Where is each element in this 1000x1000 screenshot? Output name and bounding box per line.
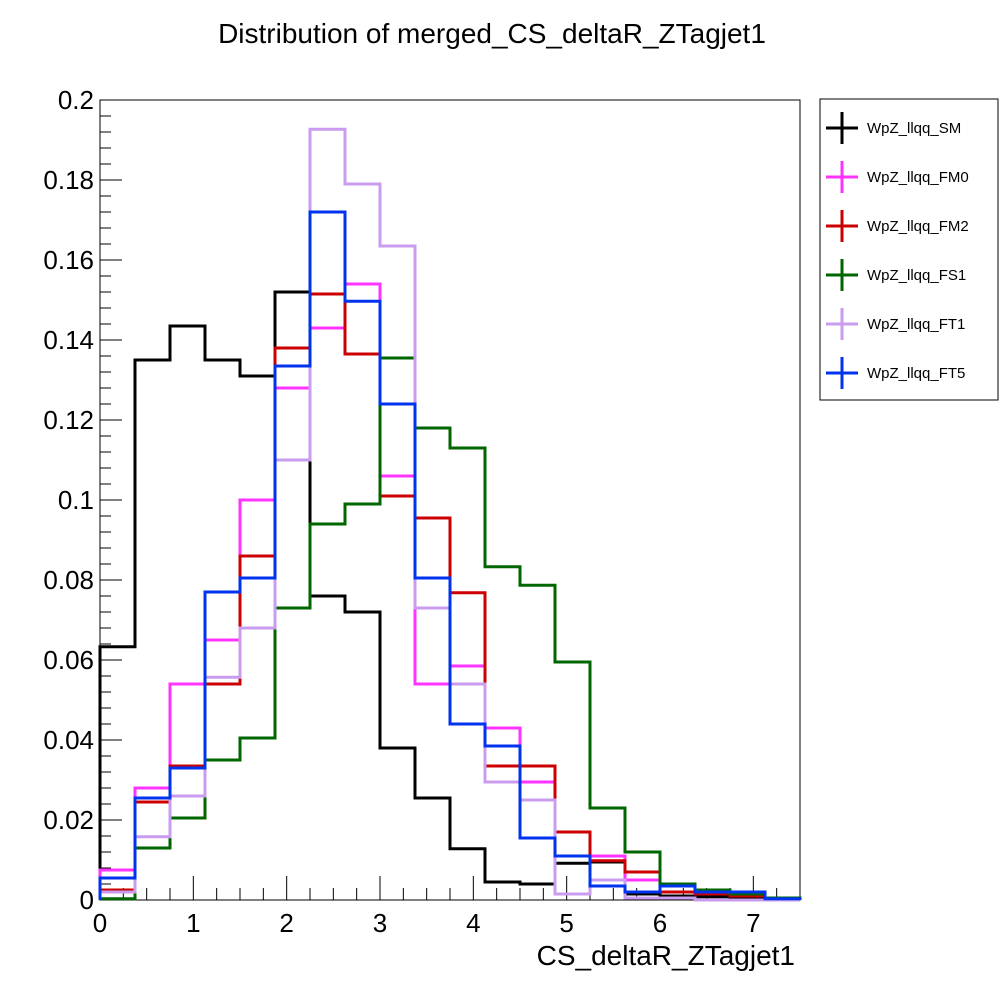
y-tick-label: 0 (80, 885, 94, 915)
x-tick-label: 3 (373, 908, 387, 938)
legend-box (819, 98, 999, 401)
y-tick-label: 0.1 (58, 485, 94, 515)
legend-label: WpZ_llqq_FS1 (867, 267, 966, 284)
chart-title: Distribution of merged_CS_deltaR_ZTagjet… (218, 18, 766, 49)
y-tick-label: 0.16 (43, 245, 94, 275)
y-tick-label: 0.02 (43, 805, 94, 835)
y-tick-label: 0.18 (43, 165, 94, 195)
legend-label: WpZ_llqq_FT5 (867, 365, 965, 382)
legend-label: WpZ_llqq_FM2 (867, 218, 969, 235)
x-axis-title: CS_deltaR_ZTagjet1 (537, 940, 795, 971)
x-tick-labels: 0 1 2 3 4 5 6 7 (93, 908, 761, 938)
x-tick-label: 1 (186, 908, 200, 938)
x-tick-label: 6 (653, 908, 667, 938)
x-tick-label: 0 (93, 908, 107, 938)
y-tick-label: 0.08 (43, 565, 94, 595)
legend-label: WpZ_llqq_SM (867, 120, 961, 137)
x-tick-label: 5 (559, 908, 573, 938)
legend-label: WpZ_llqq_FM0 (867, 169, 969, 186)
series-line-WpZ_llqq_FT5 (98, 210, 802, 901)
y-tick-label: 0.06 (43, 645, 94, 675)
y-tick-label: 0.12 (43, 405, 94, 435)
y-tick-label: 0.14 (43, 325, 94, 355)
x-tick-label: 4 (466, 908, 480, 938)
y-tick-label: 0.2 (58, 85, 94, 115)
y-tick-label: 0.04 (43, 725, 94, 755)
series-line-WpZ_llqq_SM (98, 290, 802, 901)
y-tick-labels: 0 0.02 0.04 0.06 0.08 0.1 0.12 0.14 0.16 0.18 0.2 (43, 85, 94, 915)
legend: WpZ_llqq_SM WpZ_llqq_FM0 WpZ_llqq_FM2 WpZ_l… (819, 98, 999, 401)
x-tick-label: 7 (746, 908, 760, 938)
series-area (98, 127, 802, 902)
legend-label: WpZ_llqq_FT1 (867, 316, 965, 333)
x-tick-label: 2 (279, 908, 293, 938)
